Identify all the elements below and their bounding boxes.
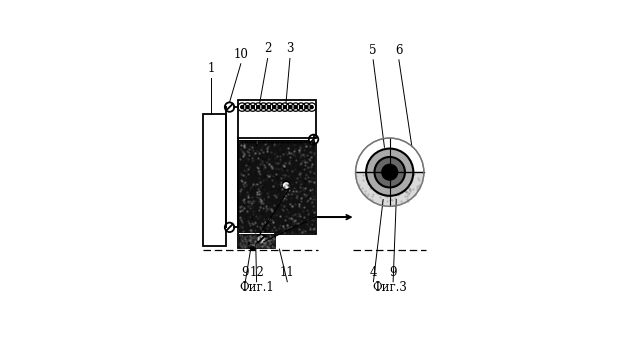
Circle shape bbox=[366, 149, 413, 196]
Text: 3: 3 bbox=[286, 42, 294, 55]
Circle shape bbox=[288, 105, 292, 109]
Bar bbox=[249, 242, 257, 247]
Text: 9: 9 bbox=[389, 266, 397, 279]
Circle shape bbox=[245, 105, 250, 109]
Circle shape bbox=[374, 157, 405, 188]
Text: 11: 11 bbox=[280, 266, 294, 279]
Text: 9: 9 bbox=[241, 266, 249, 279]
Circle shape bbox=[261, 105, 266, 109]
Text: 4: 4 bbox=[370, 266, 377, 279]
Text: 6: 6 bbox=[395, 44, 403, 57]
Text: 5: 5 bbox=[369, 44, 377, 57]
Bar bbox=[204, 115, 225, 246]
Circle shape bbox=[267, 105, 271, 109]
Polygon shape bbox=[356, 172, 424, 206]
Circle shape bbox=[251, 105, 255, 109]
Text: 10: 10 bbox=[234, 48, 248, 61]
Circle shape bbox=[283, 105, 287, 109]
Circle shape bbox=[310, 105, 314, 109]
Circle shape bbox=[382, 164, 397, 180]
Text: 12: 12 bbox=[249, 266, 264, 279]
Circle shape bbox=[356, 138, 424, 206]
Circle shape bbox=[272, 105, 276, 109]
Circle shape bbox=[299, 105, 303, 109]
Circle shape bbox=[240, 105, 244, 109]
Bar bbox=[239, 234, 275, 248]
Text: Фиг.1: Фиг.1 bbox=[240, 281, 275, 294]
Bar bbox=[239, 141, 315, 233]
Circle shape bbox=[282, 181, 291, 190]
Circle shape bbox=[294, 105, 298, 109]
Circle shape bbox=[277, 105, 282, 109]
Circle shape bbox=[256, 105, 260, 109]
Circle shape bbox=[257, 235, 266, 244]
Text: Фиг.3: Фиг.3 bbox=[372, 281, 407, 294]
Polygon shape bbox=[248, 247, 258, 250]
Circle shape bbox=[225, 102, 234, 112]
Circle shape bbox=[225, 223, 234, 232]
Bar bbox=[238, 100, 316, 141]
Circle shape bbox=[309, 135, 318, 144]
Text: 2: 2 bbox=[264, 42, 271, 55]
Text: 1: 1 bbox=[208, 62, 215, 75]
Circle shape bbox=[304, 105, 308, 109]
